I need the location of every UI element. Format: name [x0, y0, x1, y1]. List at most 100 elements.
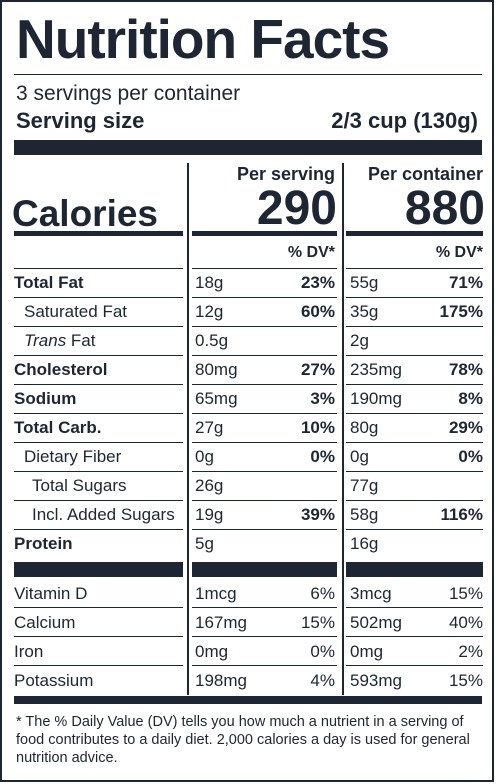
container-dv: 40%	[448, 613, 483, 632]
container-amount: 77g	[350, 476, 379, 495]
per-serving-header: Per serving	[236, 164, 335, 184]
serving-amount: 19g	[195, 505, 224, 524]
serving-size-label: Serving size	[16, 108, 145, 133]
vitamin-name: Potassium	[14, 671, 94, 690]
serving-amount: 12g	[195, 302, 224, 321]
serving-size-value: 2/3 cup (130g)	[331, 108, 478, 133]
container-amount: 55g	[350, 273, 379, 292]
row-divider	[346, 607, 483, 608]
calories-per-container: 880	[404, 182, 485, 235]
per-container-header: Per container	[367, 164, 483, 184]
serving-amount: 167mg	[195, 613, 247, 632]
serving-amount: 26g	[195, 476, 224, 495]
serving-amount: 27g	[195, 418, 224, 437]
serving-dv: 0%	[310, 447, 335, 466]
serving-dv: 15%	[300, 613, 335, 632]
row-divider	[346, 355, 483, 356]
row-divider	[192, 500, 337, 501]
container-dv: 8%	[458, 389, 483, 408]
vitamin-name: Iron	[14, 642, 44, 661]
row-divider	[346, 500, 483, 501]
row-divider	[346, 413, 483, 414]
serving-amount: 5g	[195, 534, 214, 553]
row-divider	[192, 297, 337, 298]
container-amount: 235mg	[350, 360, 402, 379]
calories-rule-mid	[192, 231, 337, 236]
row-divider	[192, 665, 337, 666]
row-divider	[14, 607, 183, 608]
container-dv: 175%	[439, 302, 483, 321]
container-dv: 29%	[448, 418, 483, 437]
row-divider	[14, 413, 183, 414]
footnote: * The % Daily Value (DV) tells you how m…	[16, 714, 470, 766]
container-dv: 71%	[448, 273, 483, 292]
serving-amount: 0.5g	[195, 331, 229, 350]
row-divider	[346, 326, 483, 327]
serving-dv: 60%	[300, 302, 335, 321]
container-dv: 2%	[458, 642, 483, 661]
serving-dv: 6%	[310, 584, 335, 603]
vitamin-name: Calcium	[14, 613, 76, 632]
row-divider	[192, 442, 337, 443]
container-amount: 593mg	[350, 671, 402, 690]
row-divider	[14, 529, 183, 530]
thick-divider-middle	[14, 562, 183, 577]
serving-dv: 4%	[310, 671, 335, 690]
thick-divider-top	[14, 140, 482, 155]
container-dv: 15%	[448, 671, 483, 690]
row-divider	[14, 500, 183, 501]
serving-amount: 65mg	[195, 389, 238, 408]
thick-divider-bottom	[14, 696, 482, 704]
column-divider-2	[342, 163, 344, 695]
row-divider	[14, 268, 183, 269]
row-divider	[346, 384, 483, 385]
row-divider	[14, 297, 183, 298]
container-amount: 0g	[350, 447, 369, 466]
calories-per-serving: 290	[256, 182, 337, 235]
row-divider	[346, 665, 483, 666]
serving-amount: 18g	[195, 273, 224, 292]
container-dv: 15%	[448, 584, 483, 603]
row-divider	[346, 636, 483, 637]
row-divider	[14, 471, 183, 472]
serving-dv: 0%	[310, 642, 335, 661]
row-divider	[192, 384, 337, 385]
nutrient-name: Dietary Fiber	[24, 447, 122, 466]
row-divider	[14, 442, 183, 443]
row-divider	[192, 529, 337, 530]
serving-amount: 1mcg	[195, 584, 237, 603]
label-title: Nutrition Facts	[16, 8, 390, 70]
container-amount: 80g	[350, 418, 379, 437]
dv-header-serving: % DV*	[287, 244, 335, 261]
container-amount: 35g	[350, 302, 379, 321]
container-dv: 0%	[458, 447, 483, 466]
container-dv: 116%	[440, 505, 483, 524]
thick-divider-middle-2	[192, 562, 337, 577]
serving-dv: 3%	[310, 389, 335, 408]
serving-amount: 198mg	[195, 671, 247, 690]
row-divider	[14, 355, 183, 356]
row-divider	[14, 384, 183, 385]
row-divider	[192, 413, 337, 414]
nutrient-name: Trans Fat	[24, 331, 96, 350]
calories-label: Calories	[12, 193, 159, 234]
nutrient-name: Total Fat	[14, 273, 84, 292]
serving-dv: 27%	[300, 360, 335, 379]
row-divider	[346, 297, 483, 298]
container-dv: 78%	[448, 360, 483, 379]
container-amount: 58g	[350, 505, 379, 524]
row-divider	[192, 326, 337, 327]
calories-rule-right	[346, 231, 483, 236]
container-amount: 190mg	[350, 389, 402, 408]
nutrient-name: Incl. Added Sugars	[32, 505, 175, 524]
row-divider	[192, 607, 337, 608]
row-divider	[346, 529, 483, 530]
container-amount: 3mcg	[350, 584, 392, 603]
serving-dv: 23%	[300, 273, 335, 292]
container-amount: 502mg	[350, 613, 402, 632]
container-amount: 2g	[350, 331, 369, 350]
serving-amount: 80mg	[195, 360, 238, 379]
calories-rule-left	[14, 231, 183, 236]
nutrient-name: Protein	[14, 534, 73, 553]
